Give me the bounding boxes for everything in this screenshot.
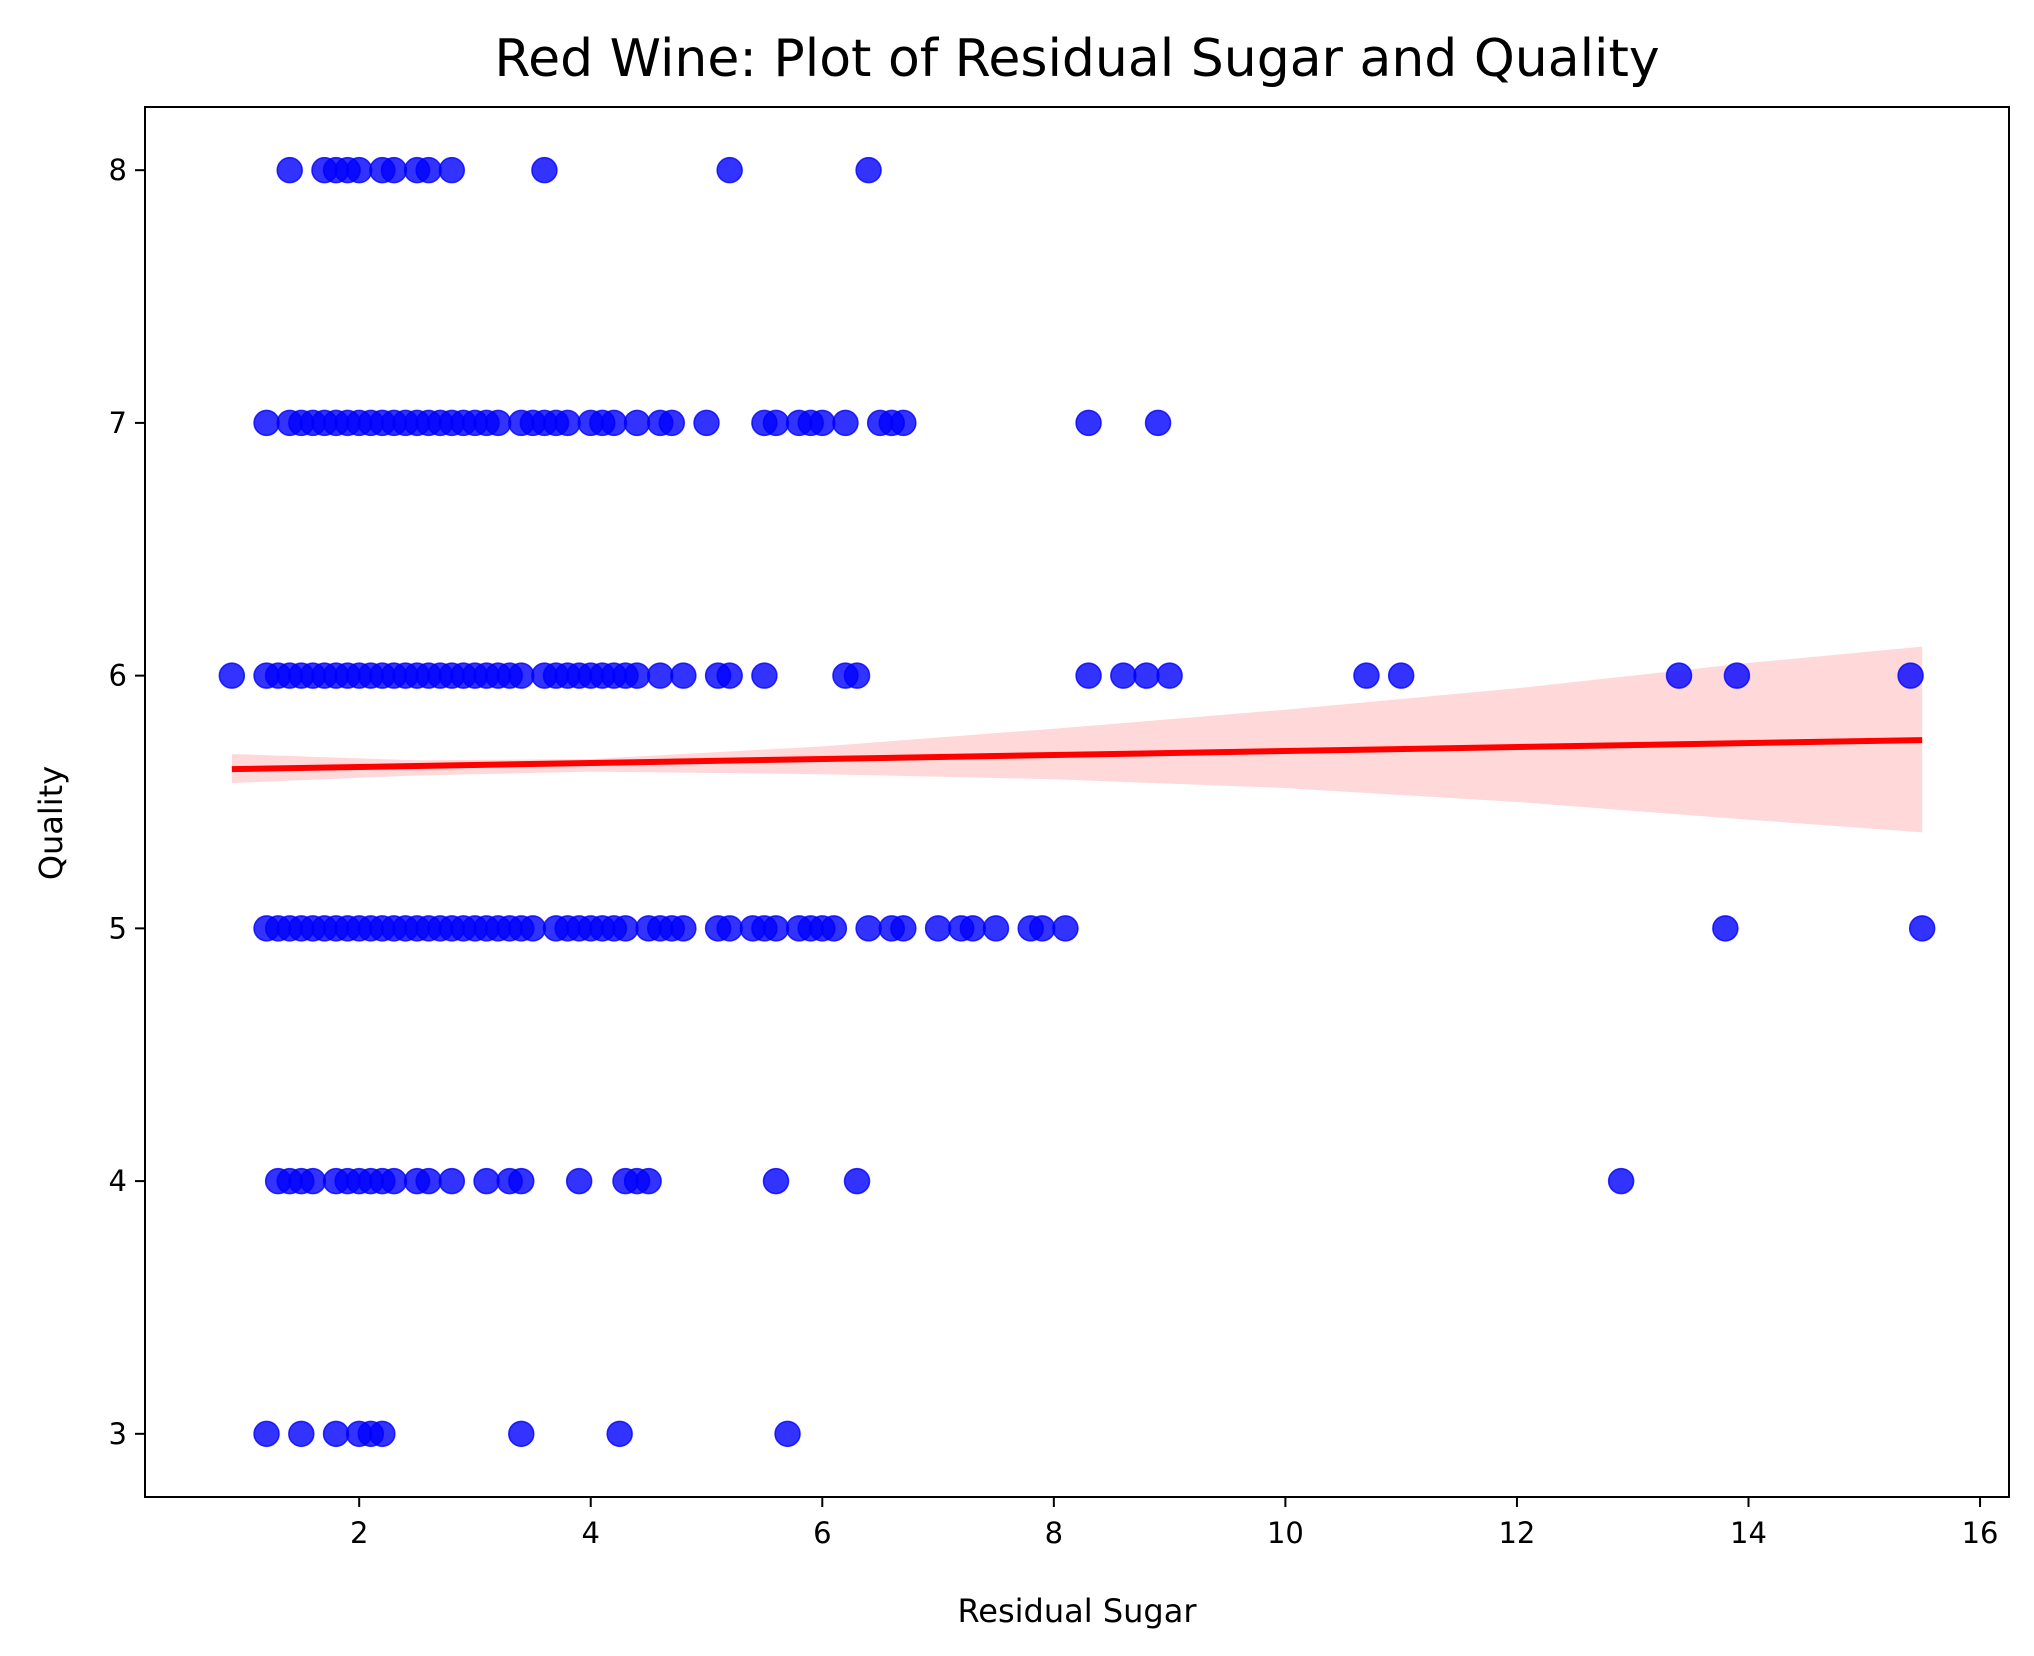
data-point (276, 156, 303, 184)
data-point (484, 409, 512, 437)
data-point (1029, 915, 1056, 942)
data-point (1075, 662, 1102, 689)
x-axis-label: Residual Sugar (958, 1592, 1198, 1630)
x-tick-label: 4 (582, 1516, 600, 1550)
data-point (658, 409, 686, 437)
data-point (1052, 915, 1079, 942)
data-point (1156, 662, 1183, 689)
x-tick-label: 6 (813, 1516, 831, 1550)
data-point (774, 1420, 801, 1448)
data-point (1665, 662, 1693, 689)
data-point (438, 156, 466, 184)
y-tick-label: 3 (109, 1417, 127, 1451)
data-point (670, 662, 697, 689)
chart-title: Red Wine: Plot of Residual Sugar and Qua… (494, 29, 1659, 89)
data-point (600, 409, 628, 437)
data-point (1387, 662, 1415, 689)
data-point (299, 1167, 327, 1195)
data-point (716, 915, 743, 942)
data-point (380, 1167, 408, 1195)
data-point (809, 409, 836, 437)
data-point (716, 156, 743, 184)
y-tick-label: 8 (109, 153, 127, 187)
data-point (565, 1167, 593, 1195)
data-point (288, 1420, 315, 1448)
data-point (322, 1420, 350, 1448)
regression-line (231, 737, 1923, 773)
data-point (855, 915, 882, 942)
data-point (508, 662, 535, 689)
data-point (890, 409, 917, 437)
data-point (345, 156, 373, 184)
x-tick-label: 2 (350, 1516, 368, 1550)
data-point (1353, 662, 1380, 689)
y-tick-label: 6 (109, 659, 127, 693)
confidence-band (231, 646, 1923, 833)
data-point (762, 409, 790, 437)
plot-frame (144, 106, 2010, 1498)
data-point (531, 156, 558, 184)
data-point (218, 662, 246, 689)
data-point (606, 1420, 633, 1448)
x-tick-label: 12 (1498, 1516, 1535, 1550)
data-point (612, 915, 639, 942)
data-point (508, 1167, 535, 1195)
x-tick-label: 16 (1962, 1516, 1999, 1550)
data-point (832, 409, 859, 437)
y-axis-label: Quality (32, 766, 70, 880)
data-point (820, 915, 848, 942)
data-point (959, 915, 987, 942)
data-point (508, 1420, 535, 1448)
data-point (415, 156, 442, 184)
data-point (519, 915, 547, 942)
data-point (843, 662, 871, 689)
data-point (716, 662, 743, 689)
data-point (623, 662, 651, 689)
data-point (253, 409, 280, 437)
data-point (380, 156, 408, 184)
data-point (855, 156, 882, 184)
x-tick-label: 14 (1730, 1516, 1767, 1550)
data-point (762, 1167, 790, 1195)
data-point (623, 409, 651, 437)
data-point (762, 915, 790, 942)
data-point (635, 1167, 662, 1195)
data-point (1712, 915, 1739, 942)
data-point (924, 915, 952, 942)
data-point (693, 409, 720, 437)
data-point (415, 1167, 442, 1195)
data-point (554, 409, 581, 437)
scatter-points (218, 156, 1936, 1448)
data-point (890, 915, 917, 942)
data-point (1607, 1167, 1635, 1195)
data-point (1110, 662, 1137, 689)
data-point (1723, 662, 1751, 689)
data-point (369, 1420, 396, 1448)
data-point (670, 915, 697, 942)
data-point (1897, 662, 1924, 689)
data-point (1144, 409, 1172, 437)
data-point (982, 915, 1010, 942)
data-point (1133, 662, 1160, 689)
data-point (473, 1167, 500, 1195)
y-tick-label: 4 (109, 1164, 127, 1198)
data-point (1075, 409, 1102, 437)
x-tick-label: 8 (1045, 1516, 1063, 1550)
x-tick-label: 10 (1267, 1516, 1304, 1550)
data-point (646, 662, 674, 689)
data-point (253, 1420, 280, 1448)
data-point (1908, 915, 1936, 942)
plot-layer: 2 4 6 8 10 12 14 16 3 4 5 6 7 8 (109, 106, 2010, 1550)
data-point (751, 662, 778, 689)
data-point (438, 1167, 466, 1195)
data-point (843, 1167, 871, 1195)
y-tick-label: 5 (109, 911, 127, 945)
y-tick-label: 7 (109, 406, 127, 440)
